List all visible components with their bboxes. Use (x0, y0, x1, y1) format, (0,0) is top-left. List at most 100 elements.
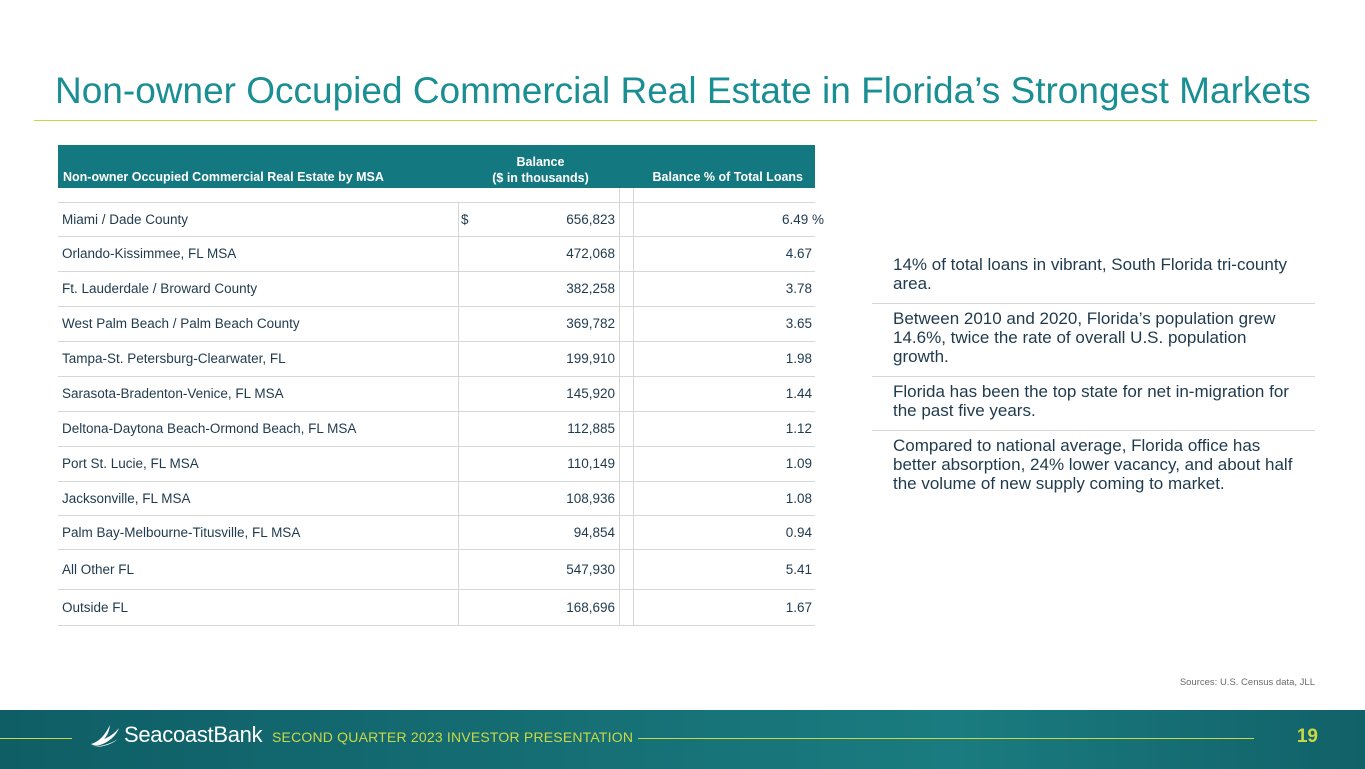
column-divider (619, 482, 620, 515)
column-divider (633, 237, 634, 271)
key-point: Compared to national average, Florida of… (893, 436, 1293, 493)
balance-value: 108,936 (566, 491, 615, 506)
balance-value: 168,696 (566, 600, 615, 615)
pct-number: 1.98 (785, 351, 812, 366)
pct-value: 6.49 % (781, 212, 825, 227)
column-divider (619, 237, 620, 271)
column-divider (458, 590, 459, 625)
column-divider (458, 412, 459, 446)
table-row: Ft. Lauderdale / Broward County 382,258 3.… (58, 272, 815, 307)
msa-name: Palm Bay-Melbourne-Titusville, FL MSA (62, 525, 301, 540)
sources-note: Sources: U.S. Census data, JLL (1179, 677, 1315, 688)
seacoast-bird-icon (91, 725, 119, 747)
table-row: Outside FL 168,696 1.67 (58, 590, 815, 626)
table-spacer (58, 188, 815, 203)
footer-line-left (0, 738, 72, 739)
key-point: Between 2010 and 2020, Florida’s populat… (872, 304, 1315, 377)
pct-value: 1.44 (786, 377, 812, 411)
table-row: Tampa-St. Petersburg-Clearwater, FL 199,9… (58, 342, 815, 377)
table-row: Palm Bay-Melbourne-Titusville, FL MSA 94,… (58, 516, 815, 550)
header-msa: Non-owner Occupied Commercial Real Estat… (63, 170, 384, 184)
pct-value: 1.67 (786, 590, 812, 625)
column-divider (619, 447, 620, 481)
msa-name: All Other FL (62, 562, 135, 577)
pct-number: 1.09 (785, 456, 812, 471)
msa-name: Deltona-Daytona Beach-Ormond Beach, FL M… (62, 421, 357, 436)
pct-value: 3.65 (786, 307, 812, 341)
column-divider (458, 307, 459, 341)
column-divider (633, 272, 634, 306)
column-divider (458, 203, 459, 236)
pct-value: 1.09 (786, 447, 812, 481)
column-divider (619, 550, 620, 589)
balance-value: 369,782 (566, 316, 615, 331)
table-row: Jacksonville, FL MSA 108,936 1.08 (58, 482, 815, 516)
page-number: 19 (1296, 726, 1318, 747)
column-divider (633, 482, 634, 515)
column-divider (633, 590, 634, 625)
pct-value: 1.12 (786, 412, 812, 446)
pct-number: 3.65 (785, 316, 812, 331)
pct-value: 3.78 (786, 272, 812, 306)
balance-value: 110,149 (567, 456, 615, 471)
balance-value: 472,068 (566, 246, 615, 261)
column-divider (619, 342, 620, 376)
column-divider (633, 516, 634, 549)
msa-name: Sarasota-Bradenton-Venice, FL MSA (62, 386, 284, 401)
column-divider (458, 237, 459, 271)
key-point: 14% of total loans in vibrant, South Flo… (872, 250, 1315, 304)
column-divider (633, 203, 634, 236)
column-divider (619, 590, 620, 625)
msa-name: Outside FL (62, 600, 129, 615)
title-divider (34, 120, 1317, 121)
msa-name: Port St. Lucie, FL MSA (62, 456, 199, 471)
pct-number: 5.41 (785, 562, 812, 577)
page-title: Non-owner Occupied Commercial Real Estat… (55, 70, 1311, 111)
balance-value: 547,930 (566, 562, 615, 577)
table-row: Orlando-Kissimmee, FL MSA 472,068 4.67 (58, 237, 815, 272)
column-divider (619, 307, 620, 341)
column-divider (619, 272, 620, 306)
pct-value: 4.67 (786, 237, 812, 271)
pct-number: 3.78 (785, 281, 812, 296)
header-pct: Balance % of Total Loans (652, 170, 804, 184)
cre-msa-table: Non-owner Occupied Commercial Real Estat… (58, 145, 825, 626)
column-divider (458, 377, 459, 411)
column-divider (619, 412, 620, 446)
column-divider (633, 412, 634, 446)
column-divider (458, 272, 459, 306)
pct-number: 1.44 (785, 386, 812, 401)
column-divider (633, 342, 634, 376)
table-row: Sarasota-Bradenton-Venice, FL MSA 145,920… (58, 377, 815, 412)
brand-name: SeacoastBank (124, 722, 263, 747)
column-divider (458, 342, 459, 376)
key-point: Florida has been the top state for net i… (872, 377, 1315, 431)
balance-value: 112,885 (567, 421, 615, 436)
header-balance-line1: Balance (516, 155, 565, 169)
balance-value: 382,258 (566, 281, 615, 296)
table-row: Port St. Lucie, FL MSA 110,149 1.09 (58, 447, 815, 482)
column-divider (458, 482, 459, 515)
pct-value: 1.98 (786, 342, 812, 376)
table-row: Deltona-Daytona Beach-Ormond Beach, FL M… (58, 412, 815, 447)
table-body: Miami / Dade County $656,823 6.49 % Orlando… (58, 203, 825, 626)
presentation-title: SECOND QUARTER 2023 INVESTOR PRESENTATIO… (272, 729, 634, 745)
key-points: 14% of total loans in vibrant, South Flo… (872, 250, 1315, 503)
column-divider (633, 447, 634, 481)
column-divider (458, 550, 459, 589)
column-divider (633, 188, 634, 202)
column-divider (633, 550, 634, 589)
column-divider (633, 377, 634, 411)
pct-number: 1.08 (785, 491, 812, 506)
column-divider (619, 377, 620, 411)
table-row: All Other FL 547,930 5.41 (58, 550, 815, 590)
balance-value: 145,920 (566, 386, 615, 401)
pct-number: 1.12 (785, 421, 812, 436)
brand-logo: SeacoastBank (90, 722, 263, 748)
table-header: Non-owner Occupied Commercial Real Estat… (58, 145, 815, 188)
pct-number: 1.67 (785, 600, 812, 615)
column-divider (633, 307, 634, 341)
pct-value: 1.08 (786, 482, 812, 515)
pct-value: 0.94 (786, 516, 812, 549)
msa-name: Ft. Lauderdale / Broward County (62, 281, 258, 296)
